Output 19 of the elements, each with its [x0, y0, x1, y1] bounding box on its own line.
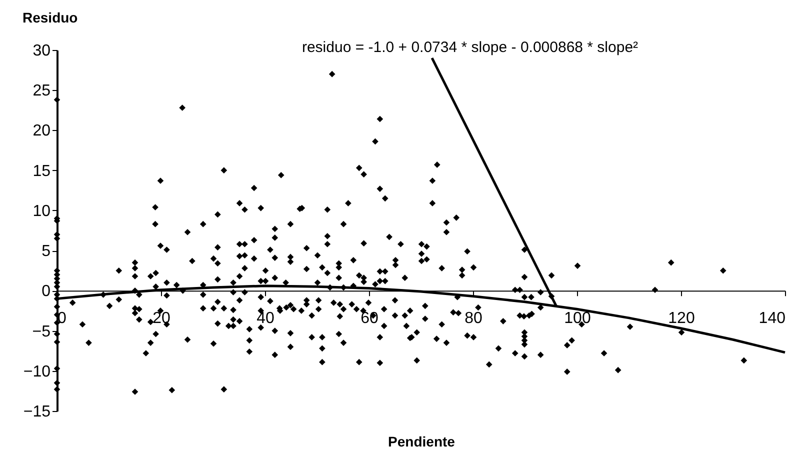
x-tick-label: 20: [152, 310, 170, 328]
x-tick-label: 120: [668, 310, 695, 328]
y-tick-label: 0: [42, 283, 51, 300]
y-tick-label: 5: [42, 243, 51, 260]
y-axis-title: Residuo: [22, 10, 78, 26]
y-tick-label: −5: [32, 323, 51, 340]
annotation: residuo = -1.0 + 0.0734 * slope - 0.000868 * slope²: [302, 39, 638, 56]
x-tick-label: 140: [758, 310, 786, 328]
x-axis-title: Pendiente: [388, 434, 456, 450]
y-tick-label: 10: [32, 202, 51, 220]
y-tick-label: 15: [32, 162, 51, 180]
x-tick-label: 80: [464, 310, 482, 328]
y-tick-label: −10: [23, 363, 51, 380]
y-tick-label: 30: [32, 42, 51, 60]
y-tick-label: −15: [23, 404, 51, 420]
y-tick-label: 20: [32, 122, 51, 140]
y-tick-label: 25: [32, 82, 51, 100]
x-tick-label: 100: [564, 310, 591, 328]
x-tick-label: 40: [256, 310, 274, 328]
